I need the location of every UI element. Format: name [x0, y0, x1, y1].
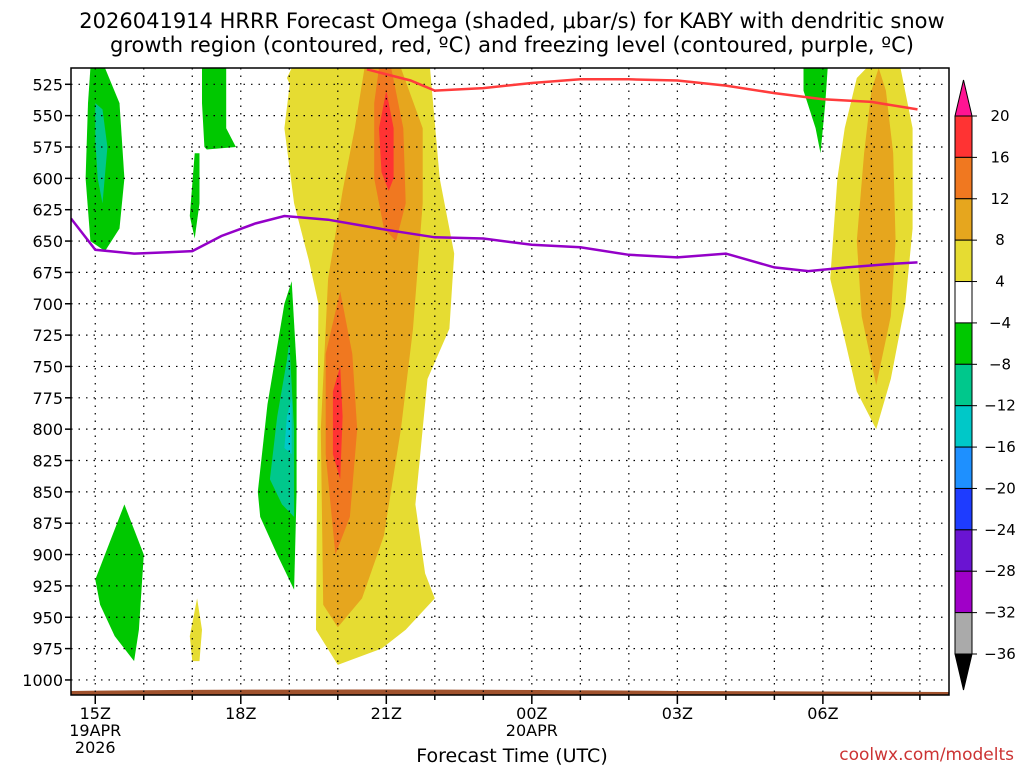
colorbar-band-6 — [954, 322, 973, 365]
y-tick-label-750: 750 — [32, 357, 63, 376]
omega-region-teal-1514 — [95, 103, 108, 204]
colorbar-band-2 — [954, 156, 973, 200]
x-tick-label-30-1: 06Z — [807, 704, 838, 723]
terrain-strip — [71, 689, 949, 695]
y-tick-label-725: 725 — [32, 326, 63, 345]
omega-region-green-1515-low — [95, 504, 144, 662]
colorbar-label-2: 12 — [990, 190, 1009, 208]
omega-region-yellow-main-b — [286, 68, 358, 166]
colorbar-band-4 — [954, 239, 973, 283]
x-axis-label: Forecast Time (UTC) — [416, 745, 608, 767]
colorbar-label-13: −36 — [984, 645, 1016, 663]
x-tick-label-24-1: 00Z — [516, 704, 547, 723]
x-tick-label-15-1: 15Z — [80, 704, 111, 723]
chart-title-line1: 2026041914 HRRR Forecast Omega (shaded, … — [79, 9, 945, 33]
colorbar-label-0: 20 — [990, 107, 1009, 125]
colorbar-label-4: 4 — [995, 273, 1005, 291]
colorbar-band-13 — [954, 612, 973, 655]
x-tick-label-15-2: 19APR — [69, 721, 121, 740]
y-tick-label-625: 625 — [32, 201, 63, 220]
y-tick-label-800: 800 — [32, 420, 63, 439]
y-tick-label-600: 600 — [32, 169, 63, 188]
y-tick-label-1000: 1000 — [22, 671, 63, 690]
dgz-contour-line — [366, 68, 918, 111]
colorbar-label-3: 8 — [995, 231, 1005, 249]
omega-region-cyan-1819 — [284, 397, 292, 455]
colorbar-band-8 — [954, 405, 973, 448]
y-tick-label-825: 825 — [32, 452, 63, 471]
colorbar-band-12 — [954, 570, 973, 614]
y-tick-label-775: 775 — [32, 389, 63, 408]
plot-frame — [70, 67, 950, 696]
colorbar-bottom-triangle — [954, 653, 973, 691]
y-tick-label-550: 550 — [32, 107, 63, 126]
colorbar-label-7: −12 — [984, 397, 1016, 415]
colorbar-label-9: −20 — [984, 479, 1016, 497]
x-tick-label-18-1: 18Z — [225, 704, 256, 723]
y-tick-label-950: 950 — [32, 608, 63, 627]
omega-region-green-17a — [202, 68, 236, 150]
contours — [71, 68, 918, 273]
y-tick-label-525: 525 — [32, 75, 63, 94]
y-tick-label-900: 900 — [32, 546, 63, 565]
y-axis: 525 550 575 600 625 650 675 700 725 750 775 800 825 8… — [22, 75, 71, 690]
colorbar-band-11 — [954, 529, 973, 572]
y-tick-label-575: 575 — [32, 138, 63, 157]
colorbar-band-10 — [954, 487, 973, 531]
colorbar-band-3 — [954, 198, 973, 241]
y-tick-label-700: 700 — [32, 295, 63, 314]
y-tick-label-925: 925 — [32, 577, 63, 596]
colorbar-label-11: −28 — [984, 562, 1016, 580]
colorbar: 20 16 12 8 4 −4 −8 −12 −16 −20 −24 −28 −32 −36 — [954, 79, 1016, 691]
colorbar-band-5 — [954, 281, 973, 324]
plot-background — [71, 68, 949, 695]
chart-title-line2: growth region (contoured, red, ºC) and f… — [110, 33, 914, 57]
colorbar-band-1 — [954, 115, 973, 158]
omega-region-red-main-lower — [332, 366, 343, 480]
x-tick-label-21-1: 21Z — [371, 704, 402, 723]
colorbar-label-5: −4 — [989, 314, 1011, 332]
colorbar-label-6: −8 — [989, 355, 1011, 373]
y-tick-label-875: 875 — [32, 514, 63, 533]
colorbar-label-8: −16 — [984, 438, 1016, 456]
colorbar-band-9 — [954, 446, 973, 489]
omega-region-green-0506 — [803, 68, 828, 154]
x-tick-label-27-1: 03Z — [662, 704, 693, 723]
omega-region-red-main-upper — [379, 90, 394, 191]
omega-region-green-17b — [189, 153, 200, 239]
x-tick-label-24-2: 20APR — [506, 721, 558, 740]
credit-text: coolwx.com/modelts — [839, 745, 1014, 765]
y-tick-label-850: 850 — [32, 483, 63, 502]
omega-region-yellow-1617 — [189, 598, 202, 662]
y-tick-label-675: 675 — [32, 263, 63, 282]
colorbar-band-7 — [954, 363, 973, 407]
colorbar-top-triangle — [954, 79, 973, 117]
y-tick-label-975: 975 — [32, 640, 63, 659]
colorbar-label-12: −32 — [984, 604, 1016, 622]
x-tick-label-15-3: 2026 — [75, 738, 116, 757]
colorbar-label-1: 16 — [990, 148, 1009, 166]
colorbar-label-10: −24 — [984, 521, 1016, 539]
freezing-level-line — [71, 214, 918, 273]
y-tick-label-650: 650 — [32, 232, 63, 251]
